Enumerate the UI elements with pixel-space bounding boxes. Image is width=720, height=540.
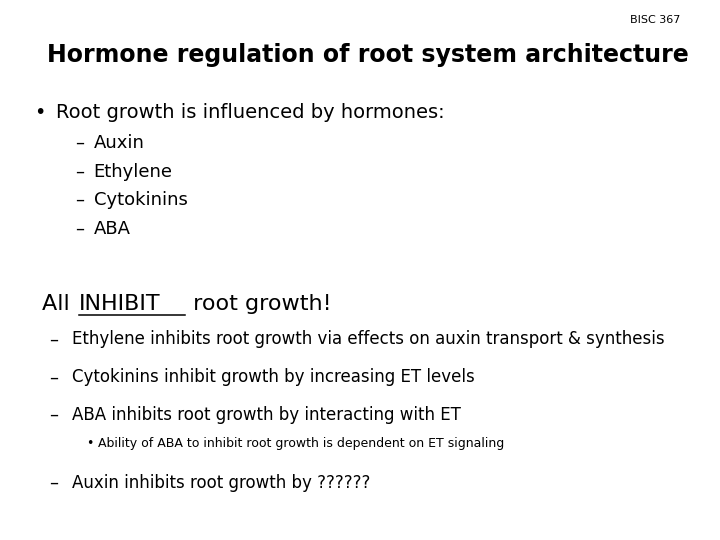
- Text: –: –: [49, 330, 58, 348]
- Text: INHIBIT: INHIBIT: [79, 294, 161, 314]
- Text: –: –: [76, 191, 85, 209]
- Text: Cytokinins inhibit growth by increasing ET levels: Cytokinins inhibit growth by increasing …: [72, 368, 474, 386]
- Text: –: –: [49, 406, 58, 424]
- Text: ABA: ABA: [94, 220, 130, 238]
- Text: Ethylene inhibits root growth via effects on auxin transport & synthesis: Ethylene inhibits root growth via effect…: [72, 330, 665, 348]
- Text: All: All: [42, 294, 76, 314]
- Text: –: –: [76, 163, 85, 180]
- Text: –: –: [76, 134, 85, 152]
- Text: root growth!: root growth!: [186, 294, 331, 314]
- Text: Auxin: Auxin: [94, 134, 145, 152]
- Text: BISC 367: BISC 367: [630, 15, 680, 25]
- Text: Hormone regulation of root system architecture: Hormone regulation of root system archit…: [47, 43, 688, 67]
- Text: Ethylene: Ethylene: [94, 163, 173, 180]
- Text: Auxin inhibits root growth by ??????: Auxin inhibits root growth by ??????: [72, 474, 370, 492]
- Text: Ability of ABA to inhibit root growth is dependent on ET signaling: Ability of ABA to inhibit root growth is…: [98, 437, 504, 450]
- Text: Cytokinins: Cytokinins: [94, 191, 187, 209]
- Text: •: •: [86, 437, 94, 450]
- Text: –: –: [49, 368, 58, 386]
- Text: •: •: [35, 103, 46, 122]
- Text: –: –: [49, 474, 58, 492]
- Text: ABA inhibits root growth by interacting with ET: ABA inhibits root growth by interacting …: [72, 406, 461, 424]
- Text: –: –: [76, 220, 85, 238]
- Text: Root growth is influenced by hormones:: Root growth is influenced by hormones:: [56, 103, 445, 122]
